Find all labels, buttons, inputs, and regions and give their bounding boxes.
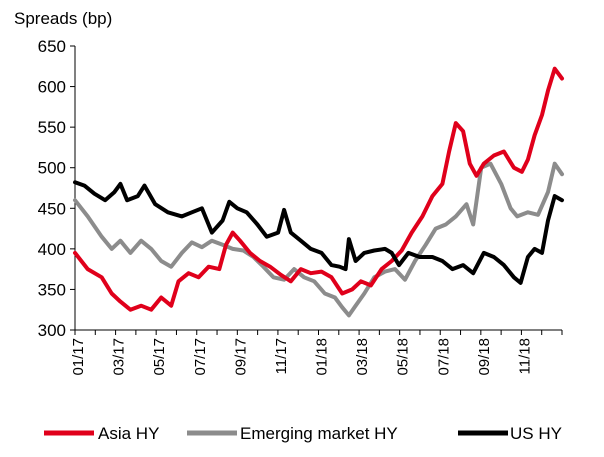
x-axis-ticks: 01/17 03/17 05/17 07/17 09/17 11/17 01/18 03/18… xyxy=(70,330,563,376)
y-axis-ticks: 300 350 400 450 500 550 600 650 xyxy=(38,37,75,340)
legend-label: Asia HY xyxy=(98,424,159,443)
y-tick-label: 350 xyxy=(38,280,66,299)
x-tick-label: 01/18 xyxy=(314,338,331,376)
series-line-emerging-market-hy xyxy=(73,161,564,318)
legend: Asia HY Emerging market HY US HY xyxy=(44,424,562,443)
y-tick-label: 400 xyxy=(38,240,66,259)
y-tick-label: 300 xyxy=(38,321,66,340)
x-tick-label: 07/17 xyxy=(192,338,209,376)
series-line-us-hy xyxy=(73,180,564,285)
x-tick-label: 01/17 xyxy=(70,338,87,376)
y-tick-label: 550 xyxy=(38,118,66,137)
x-tick-label: 05/17 xyxy=(151,338,168,376)
x-tick-label: 03/17 xyxy=(111,338,128,376)
x-tick-label: 11/18 xyxy=(516,338,533,374)
y-tick-label: 450 xyxy=(38,199,66,218)
y-tick-label: 600 xyxy=(38,78,66,97)
x-tick-label: 07/18 xyxy=(435,338,452,376)
x-tick-label: 09/18 xyxy=(476,338,493,376)
y-tick-label: 500 xyxy=(38,159,66,178)
x-tick-label: 05/18 xyxy=(395,338,412,376)
x-tick-label: 09/17 xyxy=(232,338,249,376)
series-line-asia-hy xyxy=(73,66,564,312)
legend-label: US HY xyxy=(510,424,562,443)
x-tick-label: 11/17 xyxy=(273,338,290,374)
legend-label: Emerging market HY xyxy=(240,424,398,443)
x-tick-label: 03/18 xyxy=(354,338,371,376)
y-axis-title: Spreads (bp) xyxy=(14,9,112,28)
series-layer xyxy=(73,66,564,318)
y-tick-label: 650 xyxy=(38,37,66,56)
